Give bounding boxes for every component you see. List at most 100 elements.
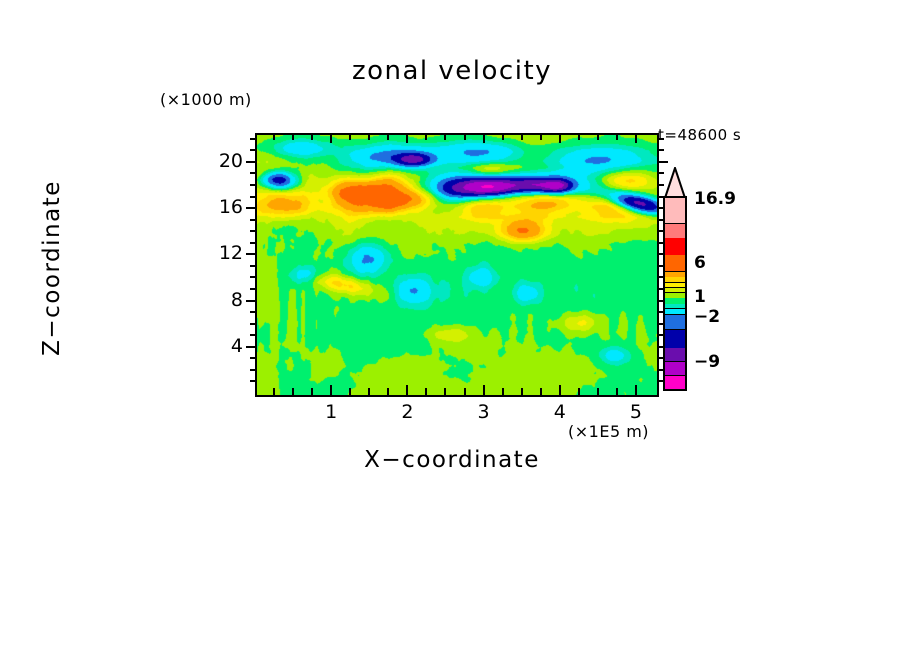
x-tick-top bbox=[406, 133, 409, 143]
colorbar-band bbox=[665, 198, 685, 224]
y-tick-left bbox=[250, 149, 257, 152]
y-tick-right bbox=[657, 322, 664, 325]
x-tick-top bbox=[444, 133, 447, 140]
y-tick-left bbox=[250, 264, 257, 267]
y-tick-left bbox=[250, 357, 257, 360]
x-tick-bottom bbox=[520, 388, 523, 395]
colorbar-band bbox=[665, 329, 685, 349]
y-tick-left bbox=[246, 299, 257, 302]
colorbar-band bbox=[665, 277, 685, 283]
y-tick-right bbox=[657, 264, 664, 267]
colorbar-band bbox=[665, 271, 685, 278]
y-tick-left bbox=[246, 207, 257, 210]
x-tick-label: 4 bbox=[553, 401, 566, 423]
y-tick-right bbox=[657, 218, 664, 221]
x-axis-title: X−coordinate bbox=[364, 447, 540, 473]
y-tick-right bbox=[657, 345, 668, 348]
x-tick-bottom bbox=[558, 385, 561, 395]
x-tick-top bbox=[292, 133, 295, 140]
y-tick-right bbox=[657, 149, 664, 152]
x-tick-top bbox=[463, 133, 466, 140]
y-tick-right bbox=[657, 288, 664, 290]
colorbar-band bbox=[665, 375, 685, 389]
y-tick-left bbox=[250, 276, 257, 279]
y-tick-right bbox=[657, 299, 668, 302]
x-tick-bottom bbox=[406, 385, 409, 395]
colorbar: 16.9 6 1 −2 −9 bbox=[663, 167, 736, 393]
colorbar-band bbox=[665, 304, 685, 309]
x-tick-top bbox=[520, 133, 523, 140]
x-tick-label: 2 bbox=[401, 401, 414, 423]
x-tick-bottom bbox=[273, 388, 276, 395]
y-tick-left bbox=[246, 345, 257, 348]
y-tick-left bbox=[250, 241, 257, 244]
y-tick-left bbox=[250, 311, 257, 314]
x-tick-bottom bbox=[577, 388, 580, 395]
y-tick-left bbox=[250, 137, 257, 140]
colorbar-band bbox=[665, 255, 685, 272]
colorbar-band bbox=[665, 292, 685, 299]
x-tick-top bbox=[558, 133, 561, 143]
y-tick-right bbox=[657, 230, 664, 233]
x-tick-top bbox=[349, 133, 352, 140]
y-tick-left bbox=[250, 172, 257, 175]
y-tick-label: 16 bbox=[218, 196, 243, 219]
y-tick-right bbox=[657, 172, 664, 175]
x-tick-top bbox=[615, 133, 618, 140]
y-tick-left bbox=[250, 184, 257, 186]
x-tick-top bbox=[273, 133, 276, 140]
x-tick-top bbox=[425, 133, 428, 140]
x-tick-bottom bbox=[539, 388, 542, 395]
colorbar-band bbox=[665, 348, 685, 362]
colorbar-band bbox=[665, 282, 685, 288]
colorbar-band bbox=[665, 238, 685, 256]
y-tick-left bbox=[250, 218, 257, 221]
y-tick-right bbox=[657, 276, 664, 279]
y-tick-right bbox=[657, 253, 668, 256]
colorbar-label: −2 bbox=[694, 307, 721, 327]
x-tick-top bbox=[596, 133, 599, 140]
x-tick-bottom bbox=[330, 385, 333, 395]
x-tick-bottom bbox=[425, 388, 428, 395]
x-tick-bottom bbox=[444, 388, 447, 395]
y-tick-left bbox=[250, 322, 257, 325]
x-tick-bottom bbox=[292, 388, 295, 395]
colorbar-label: 1 bbox=[694, 287, 706, 307]
x-tick-bottom bbox=[387, 388, 390, 395]
y-tick-left bbox=[246, 160, 257, 163]
x-tick-bottom bbox=[596, 388, 599, 395]
x-tick-top bbox=[311, 133, 314, 140]
x-tick-top bbox=[482, 133, 485, 143]
x-tick-bottom bbox=[368, 388, 371, 395]
x-tick-bottom bbox=[501, 388, 504, 395]
y-tick-left bbox=[250, 368, 257, 371]
y-tick-left bbox=[250, 288, 257, 290]
x-tick-top bbox=[539, 133, 542, 140]
x-tick-label: 3 bbox=[477, 401, 490, 423]
page-title: zonal velocity bbox=[351, 56, 553, 86]
y-tick-label: 8 bbox=[230, 288, 243, 311]
x-tick-bottom bbox=[482, 385, 485, 395]
y-tick-left bbox=[246, 253, 257, 256]
y-tick-label: 20 bbox=[218, 149, 243, 172]
y-tick-right bbox=[657, 184, 664, 186]
x-tick-label: 5 bbox=[629, 401, 642, 423]
colorbar-max-arrow-icon bbox=[663, 167, 687, 199]
x-tick-bottom bbox=[463, 388, 466, 395]
x-tick-top bbox=[577, 133, 580, 140]
colorbar-band bbox=[665, 287, 685, 293]
y-tick-right bbox=[657, 137, 664, 140]
y-tick-left bbox=[250, 380, 257, 383]
x-tick-bottom bbox=[311, 388, 314, 395]
y-tick-right bbox=[657, 311, 664, 314]
x-tick-top bbox=[501, 133, 504, 140]
x-tick-bottom bbox=[615, 388, 618, 395]
y-tick-right bbox=[657, 195, 664, 198]
x-tick-bottom bbox=[349, 388, 352, 395]
y-tick-right bbox=[657, 160, 668, 163]
x-tick-bottom bbox=[634, 385, 637, 395]
y-tick-label: 12 bbox=[218, 242, 243, 265]
x-axis-units-label: (×1E5 m) bbox=[568, 422, 650, 441]
colorbar-label: 6 bbox=[694, 253, 706, 273]
